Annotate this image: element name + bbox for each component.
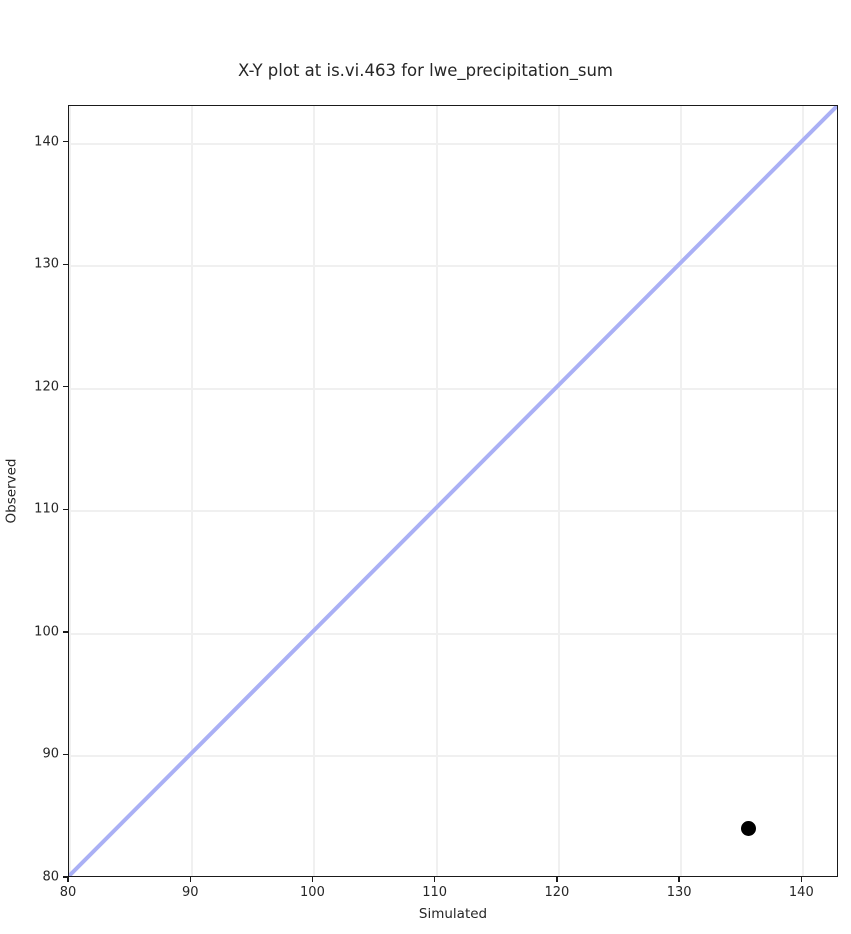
x-tick-mark <box>556 877 558 882</box>
gridline-vertical <box>69 106 71 876</box>
x-tick-mark <box>311 877 314 882</box>
x-tick-mark <box>189 877 191 882</box>
x-tick-label: 120 <box>544 885 570 900</box>
y-tick-mark <box>63 386 68 388</box>
y-tick-label: 130 <box>34 256 59 272</box>
y-tick-label: 140 <box>34 134 59 150</box>
gridline-vertical <box>191 106 194 876</box>
y-tick-label: 120 <box>34 379 59 395</box>
y-axis-label-text: Observed <box>3 458 20 524</box>
gridline-vertical <box>313 106 316 876</box>
chart-title-line-1: X-Y plot at is.vi.463 for lwe_precipitat… <box>238 61 613 80</box>
x-tick-label: 140 <box>788 885 814 900</box>
one-to-one-reference-line <box>69 106 837 876</box>
gridline-horizontal <box>69 755 837 758</box>
x-tick-label: 110 <box>422 885 448 900</box>
x-tick-label: 90 <box>181 885 199 900</box>
gridline-vertical <box>680 106 683 876</box>
x-tick-label: 80 <box>59 885 77 900</box>
y-axis-label: Observed <box>0 105 22 877</box>
gridline-vertical <box>802 106 805 876</box>
x-tick-label: 130 <box>666 885 692 900</box>
y-tick-mark <box>63 753 68 756</box>
gridline-horizontal <box>69 510 837 513</box>
data-point <box>741 821 757 837</box>
gridline-horizontal <box>69 142 837 145</box>
gridline-vertical <box>435 106 438 876</box>
gridline-horizontal <box>69 265 837 268</box>
gridline-vertical <box>557 106 560 876</box>
x-tick-mark <box>67 877 69 882</box>
x-tick-mark <box>678 877 680 882</box>
y-tick-mark <box>63 508 68 511</box>
y-tick-mark <box>63 263 68 265</box>
y-tick-mark <box>63 876 68 878</box>
y-tick-label: 90 <box>42 746 59 762</box>
y-tick-mark <box>63 141 68 143</box>
plot-area <box>68 105 838 877</box>
x-tick-label: 100 <box>300 885 325 900</box>
x-axis-label: Simulated <box>418 906 488 922</box>
y-tick-label: 110 <box>34 501 59 517</box>
x-tick-mark <box>434 877 436 882</box>
gridline-horizontal <box>69 387 837 390</box>
y-tick-label: 100 <box>34 624 59 640</box>
y-tick-mark <box>63 631 68 633</box>
gridline-horizontal <box>69 632 837 635</box>
y-tick-label: 80 <box>42 869 59 885</box>
x-tick-mark <box>800 877 802 882</box>
